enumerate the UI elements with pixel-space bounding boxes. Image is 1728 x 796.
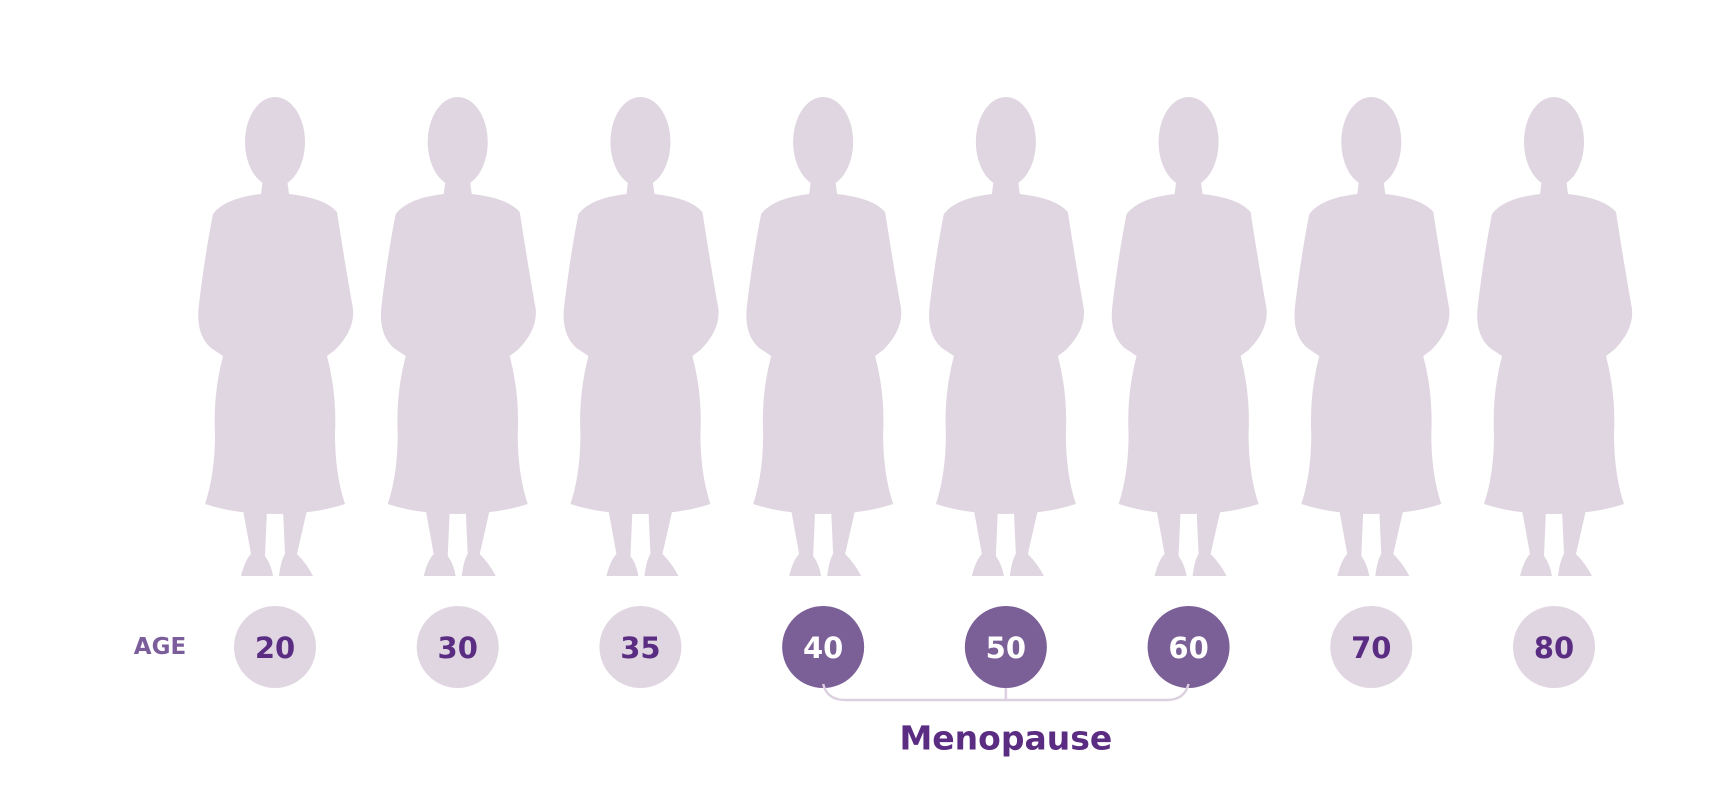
age-badge (599, 606, 682, 688)
age-value: 35 (620, 631, 660, 665)
silhouette (1294, 97, 1450, 576)
age-label: AGE (134, 634, 186, 660)
age-badge (234, 606, 316, 688)
people: 20 30 35 40 50 60 70 80 (198, 97, 1633, 688)
silhouette (929, 97, 1085, 576)
age-badge (416, 606, 499, 688)
person: 80 (1477, 97, 1633, 688)
age-value: 40 (803, 631, 843, 665)
age-badge (964, 606, 1047, 688)
person: 30 (380, 97, 536, 688)
age-value: 60 (1168, 631, 1208, 665)
age-value: 50 (986, 631, 1026, 665)
bracket (821, 683, 1190, 702)
silhouette (746, 97, 902, 576)
silhouette (198, 97, 354, 576)
age-value: 20 (255, 631, 295, 665)
silhouette (563, 97, 719, 576)
age-badge (1513, 606, 1595, 688)
person: 35 (563, 97, 719, 688)
bracket-label: Menopause (899, 719, 1112, 758)
silhouette (1111, 97, 1267, 576)
person: 40 (746, 97, 902, 688)
age-value: 70 (1351, 631, 1391, 665)
age-badge (782, 606, 865, 688)
silhouette (380, 97, 536, 576)
person: 20 (198, 97, 354, 688)
person: 50 (929, 97, 1085, 688)
silhouette (1477, 97, 1633, 576)
person: 60 (1111, 97, 1267, 688)
age-value: 80 (1534, 631, 1574, 665)
bracket-line (821, 683, 1190, 702)
age-badge (1330, 606, 1413, 688)
age-badge (1147, 606, 1230, 688)
person: 70 (1294, 97, 1450, 688)
age-value: 30 (438, 631, 478, 665)
